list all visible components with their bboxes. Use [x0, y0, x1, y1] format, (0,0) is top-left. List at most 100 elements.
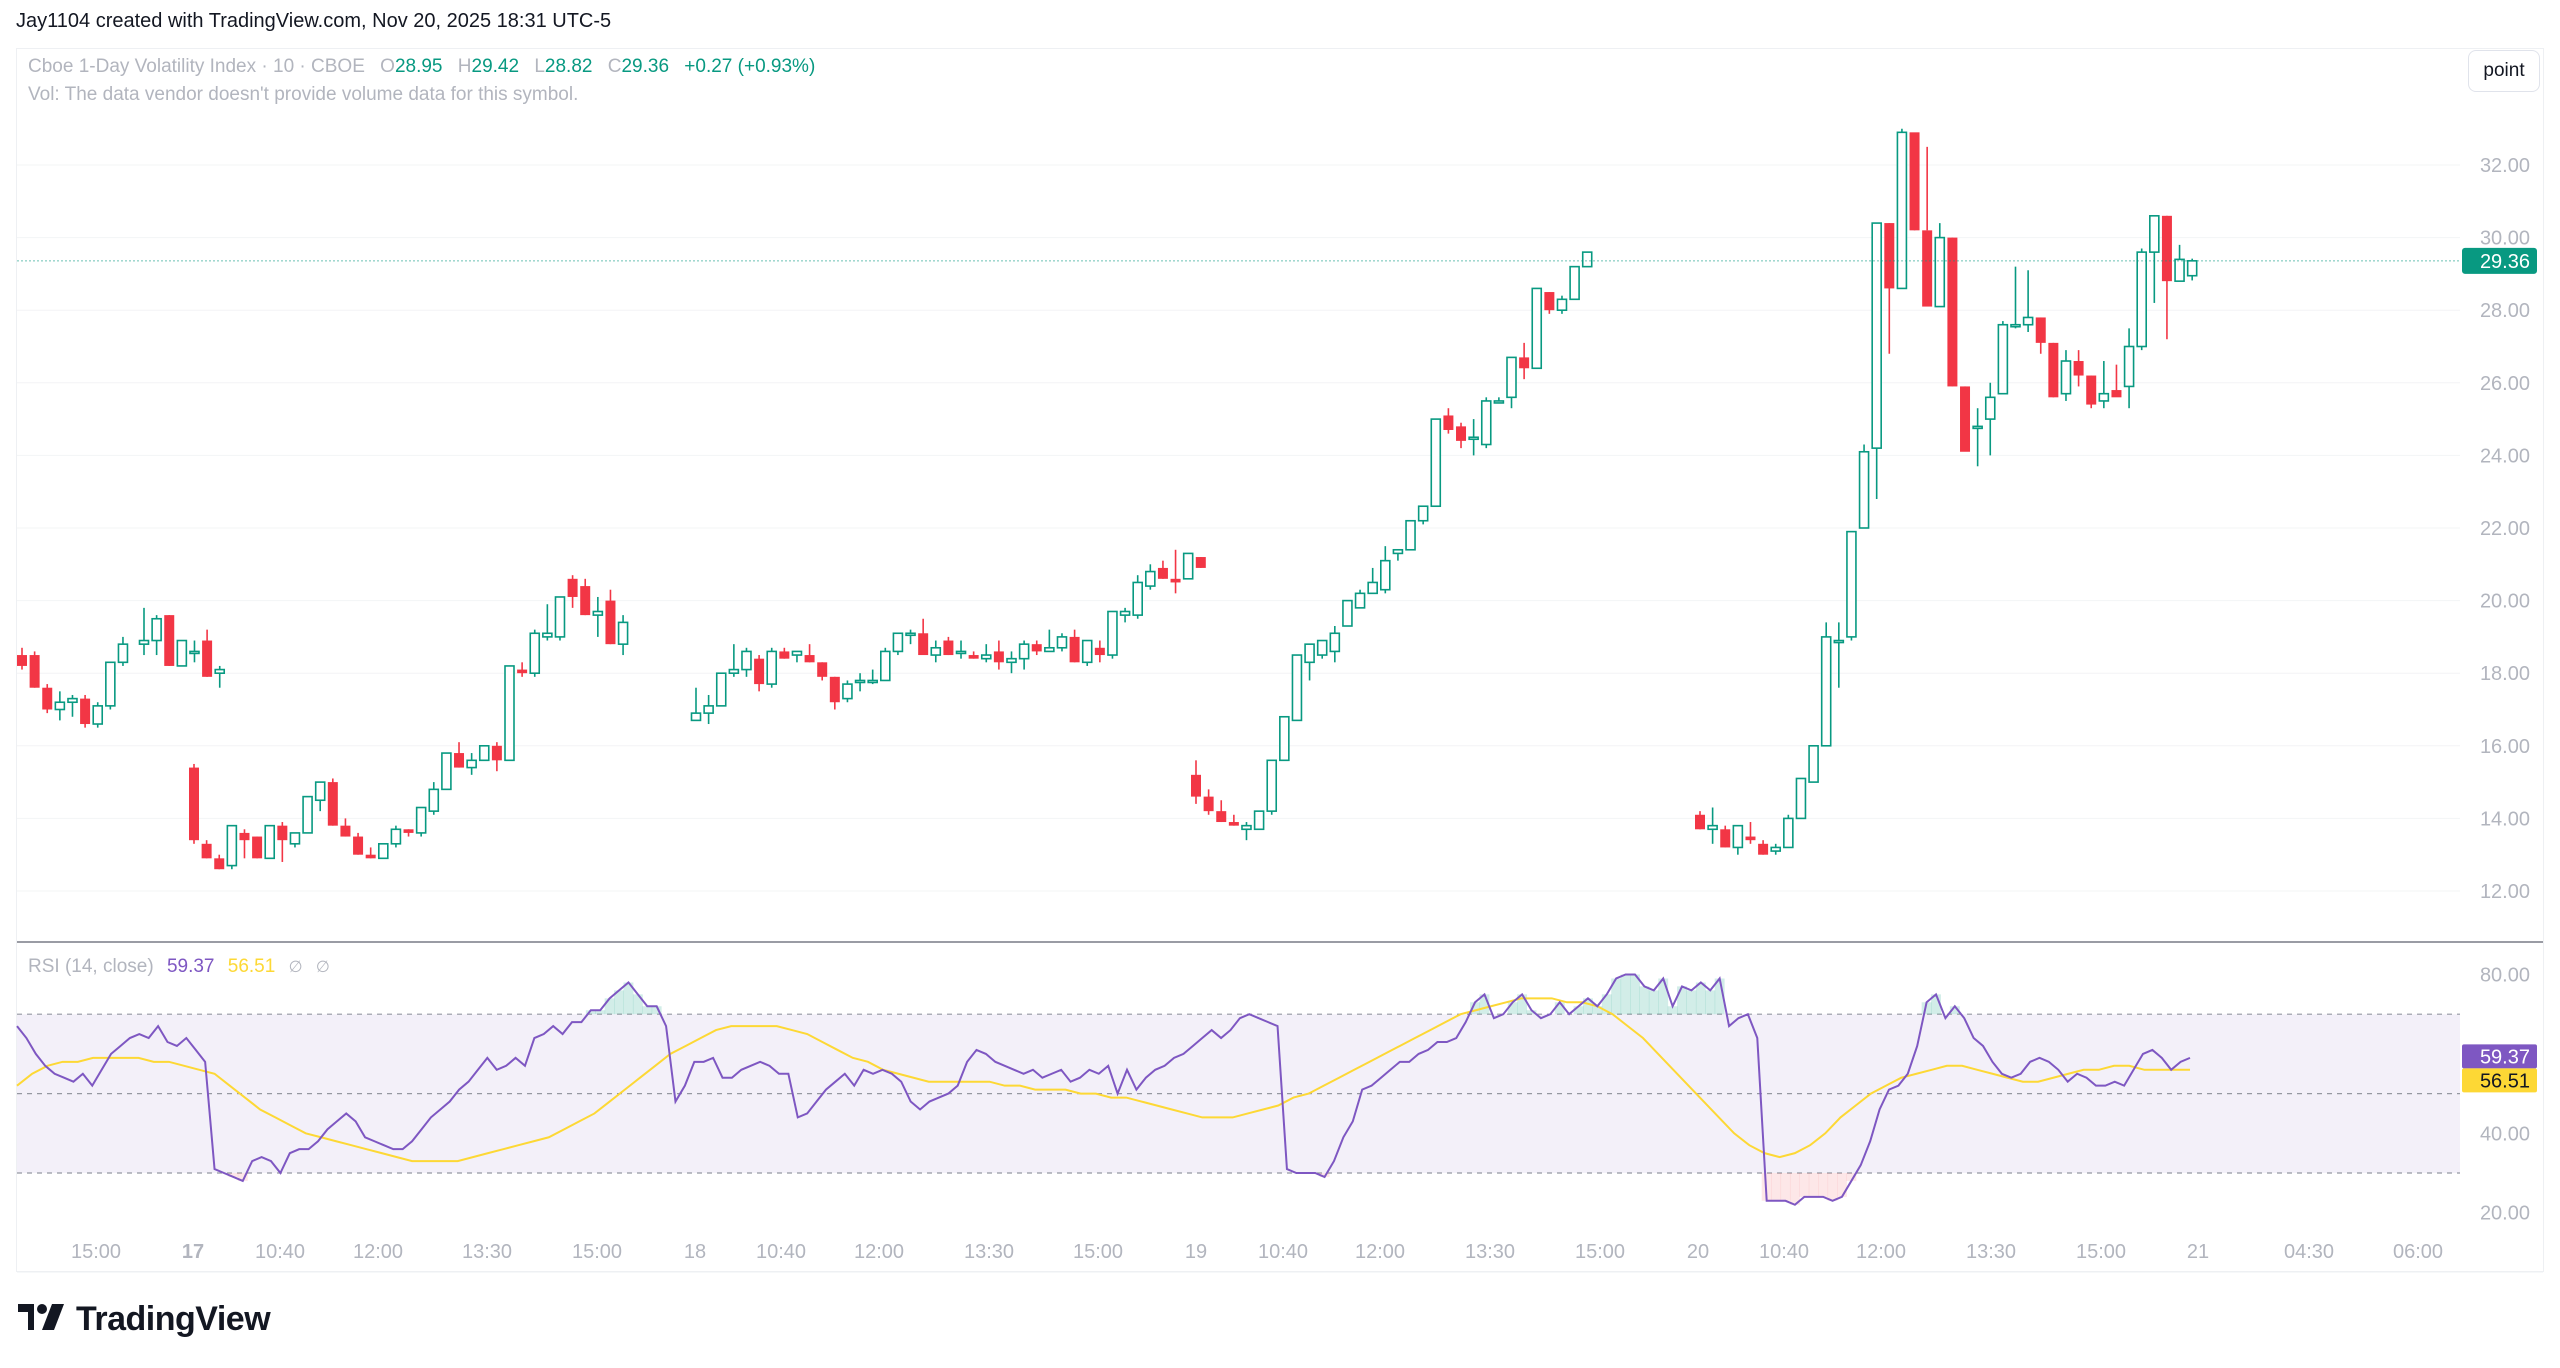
candle-body [189, 650, 200, 655]
candle-body [715, 672, 727, 707]
candle-body [466, 759, 477, 769]
volume-note: Vol: The data vendor doesn't provide vol… [28, 84, 579, 105]
candle-body [202, 640, 213, 677]
candle-body [703, 705, 714, 714]
time-axis-label: 12:00 [854, 1241, 904, 1263]
low-label: L [534, 56, 545, 77]
candle-body [567, 578, 578, 597]
candle-body [892, 632, 904, 653]
candle-body [993, 651, 1004, 663]
candle-body [289, 832, 301, 845]
time-axis-label: 15:00 [572, 1241, 622, 1263]
candle-body [1984, 396, 1996, 420]
rsi-ma-badge [2462, 1068, 2537, 1093]
candle-body [918, 633, 929, 656]
price-axis-label: 32.00 [2480, 155, 2530, 177]
time-axis-label: 15:00 [1575, 1241, 1625, 1263]
candle-body [1241, 824, 1252, 831]
rsi-ma-line [16, 997, 2190, 1163]
candle-body [1145, 570, 1156, 587]
candle-body [529, 632, 541, 675]
candle-body [239, 832, 250, 841]
candle-body [1182, 552, 1194, 580]
candle-body [17, 655, 27, 666]
candle-body [1107, 610, 1118, 656]
high-label: H [457, 56, 472, 77]
price-axis-label: 14.00 [2480, 808, 2530, 830]
close-value: 29.36 [621, 56, 670, 77]
candle-body [214, 668, 226, 675]
candle-body [428, 788, 440, 812]
candle-body [1468, 436, 1479, 441]
candle-body [1493, 400, 1505, 404]
candle-body [2098, 392, 2110, 402]
candle-body [554, 596, 566, 638]
candle-body [2111, 390, 2122, 398]
candle-body [2161, 215, 2172, 282]
time-axis-label: 13:30 [1966, 1241, 2016, 1263]
candle-body [403, 829, 414, 833]
candle-body [980, 654, 992, 660]
candle-body [955, 650, 967, 655]
candle-body [1997, 323, 2009, 395]
candle-body [252, 836, 263, 859]
candle-body [1909, 132, 1920, 231]
candle-body [1960, 386, 1971, 452]
time-axis-label: 19 [1185, 1241, 1207, 1263]
time-axis-label: 12:00 [1355, 1241, 1405, 1263]
candle-body [943, 640, 954, 656]
candle-body [302, 795, 313, 834]
rsi-axis-label: 40.00 [2480, 1123, 2530, 1145]
candle-body [264, 824, 276, 860]
candle-body [2060, 360, 2072, 395]
candle-body [504, 665, 515, 762]
candle-body [1304, 643, 1315, 664]
candle-body [1795, 777, 1807, 820]
point-button[interactable]: point [2468, 50, 2540, 92]
candle-body [1569, 265, 1580, 301]
candle-body [201, 843, 212, 859]
time-axis-label: 15:00 [71, 1241, 121, 1263]
candle-body [690, 712, 702, 722]
symbol-name[interactable]: Cboe 1-Day Volatility Index · 10 · CBOE [28, 56, 365, 77]
candle-body [1770, 846, 1782, 852]
candle-body [67, 697, 78, 704]
candle-body [842, 683, 853, 700]
candle-body [1119, 610, 1131, 616]
candle-body [1783, 817, 1794, 849]
candle-body [1758, 843, 1769, 855]
candle-body [1157, 567, 1168, 579]
candle-body [138, 639, 150, 645]
candle-body [728, 668, 740, 675]
low-value: 28.82 [544, 56, 593, 77]
candle-body [1947, 237, 1958, 387]
candle-body [2035, 317, 2046, 343]
tradingview-logo-icon [18, 1304, 64, 1335]
close-label: C [607, 56, 622, 77]
candle-body [817, 662, 828, 677]
candle-body [1044, 646, 1055, 653]
candle-body [1354, 592, 1366, 609]
candle-body [1808, 744, 1819, 783]
change-value: +0.27 (+0.93%) [684, 56, 816, 77]
candle-body [592, 610, 604, 616]
price-axis-label: 26.00 [2480, 373, 2530, 395]
candle-body [1506, 356, 1517, 399]
candle-body [741, 650, 752, 671]
time-axis-label: 10:40 [1759, 1241, 1809, 1263]
tradingview-logo[interactable]: TradingView [18, 1300, 271, 1339]
candle-body [1266, 759, 1278, 812]
time-axis-label: 15:00 [2076, 1241, 2126, 1263]
candle-body [905, 632, 916, 637]
candle-body [1253, 810, 1265, 831]
candle-body [1745, 836, 1756, 841]
candle-body [327, 782, 338, 826]
candle-body [1056, 636, 1068, 649]
candle-body [2010, 323, 2021, 328]
rsi-title[interactable]: RSI (14, close) [28, 956, 154, 977]
candle-body [1367, 581, 1378, 595]
candle-body [1480, 400, 1492, 446]
candle-body [1279, 715, 1290, 762]
time-axis-label: 20 [1687, 1241, 1709, 1263]
